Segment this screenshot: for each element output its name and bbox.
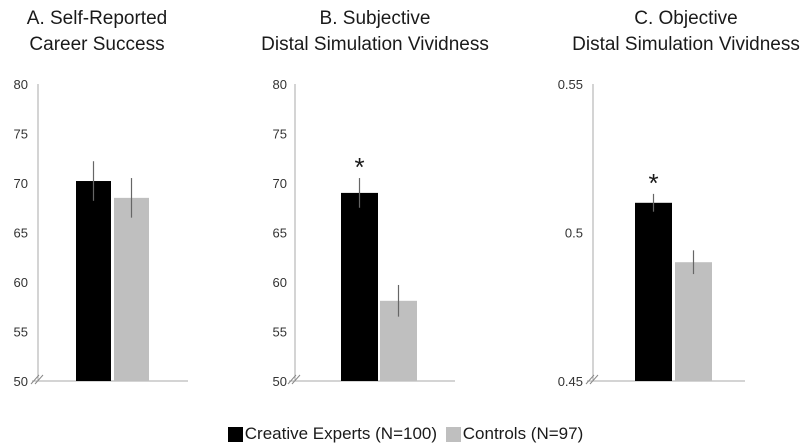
panel-3-tick-label: 0.45 xyxy=(558,374,583,389)
panel-2-bar-experts xyxy=(341,192,378,381)
panel-2-tick-label: 65 xyxy=(273,226,287,241)
chart-figure: A. Self-Reported Career Success 80 75 70 65 60… xyxy=(14,8,800,389)
panel-2-axis-break-2 xyxy=(291,374,301,385)
panel-2-title-line-1: B. Subjective xyxy=(320,8,431,29)
panel-1-tick-label: 55 xyxy=(14,325,28,340)
panel-1-tick-label: 60 xyxy=(14,275,28,290)
legend-label-controls: Controls (N=97) xyxy=(462,424,584,443)
legend-swatch-experts xyxy=(227,426,243,442)
panel-1-bar-controls xyxy=(114,197,149,381)
panel-1-tick-label: 75 xyxy=(14,127,28,142)
panel-3-title-line-2: Distal Simulation Vividness xyxy=(572,34,800,55)
legend-item-experts: Creative Experts (N=100) xyxy=(227,424,438,444)
panel-3-bar-experts xyxy=(635,202,672,381)
panel-1-tick-label: 70 xyxy=(14,176,28,191)
panel-3-tick-label: 0.5 xyxy=(565,226,583,241)
panel-1-title-line-2: Career Success xyxy=(29,34,164,55)
panel-2-tick-label: 80 xyxy=(273,77,287,92)
panel-1-axis-break-1 xyxy=(30,374,40,385)
panel-1-axis-break-2 xyxy=(34,374,44,385)
legend-label-experts: Creative Experts (N=100) xyxy=(244,424,438,443)
panel-1-tick-label: 65 xyxy=(14,226,28,241)
panel-1-tick-label: 80 xyxy=(14,77,28,92)
panel-2-tick-label: 70 xyxy=(273,176,287,191)
legend-item-controls: Controls (N=97) xyxy=(445,424,584,444)
panel-3-significance-star: * xyxy=(648,168,658,198)
panel-1-tick-label: 50 xyxy=(14,374,28,389)
legend-swatch-controls xyxy=(445,426,461,442)
panel-3-title-line-1: C. Objective xyxy=(634,8,737,29)
panel-2-axis-break-1 xyxy=(287,374,297,385)
panel-2-title-line-2: Distal Simulation Vividness xyxy=(261,34,489,55)
panel-2-tick-label: 50 xyxy=(273,374,287,389)
legend: Creative Experts (N=100) Controls (N=97) xyxy=(0,424,811,447)
panel-3-bar-controls xyxy=(675,262,712,381)
panel-2-tick-label: 55 xyxy=(273,325,287,340)
panel-3-axis-break-1 xyxy=(585,374,595,385)
panel-1-bar-experts xyxy=(76,181,111,381)
panel-2-tick-label: 75 xyxy=(273,127,287,142)
panel-2-tick-label: 60 xyxy=(273,275,287,290)
panel-3-tick-label: 0.55 xyxy=(558,77,583,92)
panel-2-significance-star: * xyxy=(354,152,364,182)
panel-1-title-line-1: A. Self-Reported xyxy=(27,8,167,29)
panel-3-axis-break-2 xyxy=(589,374,599,385)
